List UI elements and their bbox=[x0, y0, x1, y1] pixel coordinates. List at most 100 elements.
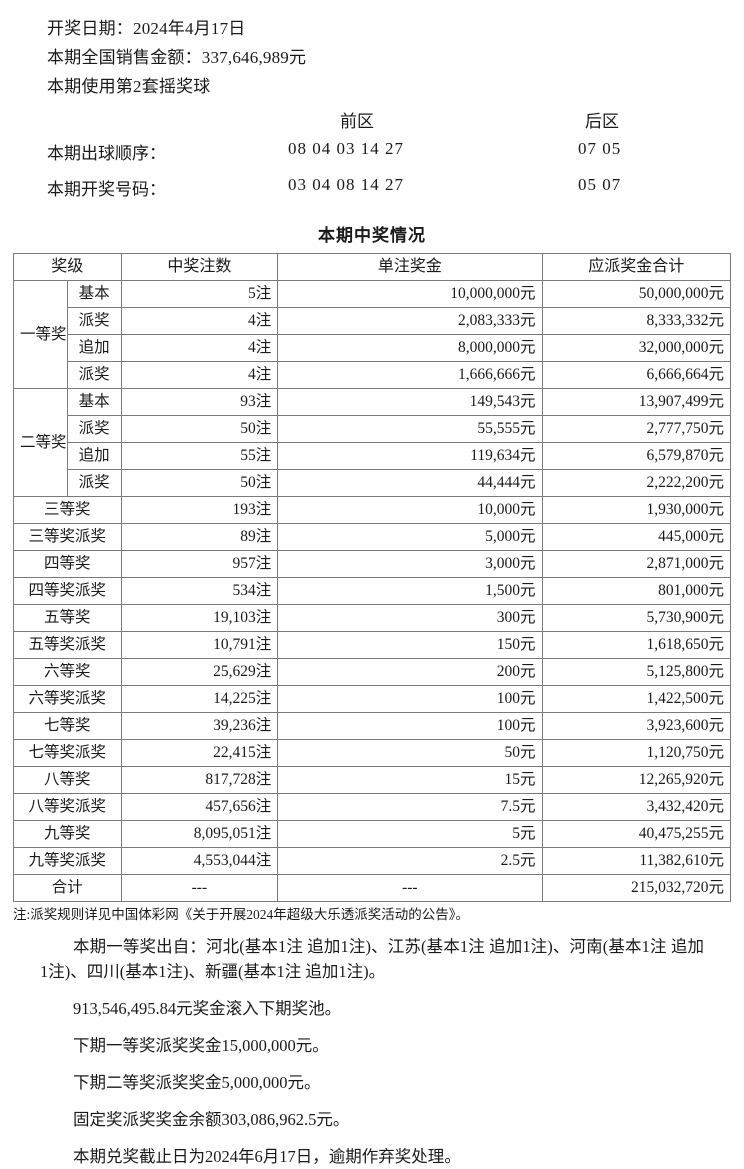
cell-count: 50注 bbox=[120, 415, 279, 443]
table-row: 四等奖派奖 534注 1,500元 801,000元 bbox=[13, 577, 731, 605]
table-row: 八等奖 817,728注 15元 12,265,920元 bbox=[13, 766, 731, 794]
cell-total-prize: 2,777,750元 bbox=[541, 415, 731, 443]
grade-label: 四等奖派奖 bbox=[13, 577, 122, 605]
cell-total-prize: 3,923,600元 bbox=[541, 712, 731, 740]
grade-label: 三等奖派奖 bbox=[13, 523, 122, 551]
cell-total-prize: 32,000,000元 bbox=[541, 334, 731, 362]
cell-total-prize: 12,265,920元 bbox=[541, 766, 731, 794]
cell-total-prize: 6,579,870元 bbox=[541, 442, 731, 470]
grade-sub-label: 派奖 bbox=[66, 469, 122, 497]
cell-total-prize: 6,666,664元 bbox=[541, 361, 731, 389]
grade-label: 八等奖 bbox=[13, 766, 122, 794]
prize-table-body: 一等奖 基本 5注 10,000,000元 50,000,000元 派奖 4注 … bbox=[13, 280, 731, 902]
table-row: 二等奖 基本 93注 149,543元 13,907,499元 bbox=[13, 388, 731, 497]
ball-order-label: 本期出球顺序： bbox=[47, 144, 166, 163]
next-second-prize-bonus-paragraph: 下期二等奖派奖奖金5,000,000元。 bbox=[73, 1073, 321, 1092]
table-row: 派奖 4注 1,666,666元 6,666,664元 bbox=[14, 361, 731, 389]
winning-numbers-row: 本期开奖号码： 03 04 08 14 27 05 07 bbox=[0, 175, 744, 211]
cell-single-prize: 1,666,666元 bbox=[277, 361, 543, 389]
cell-total-prize: 11,382,610元 bbox=[541, 847, 731, 875]
cell-single-prize: 100元 bbox=[277, 712, 543, 740]
cell-total-prize: 445,000元 bbox=[541, 523, 731, 551]
front-zone-label: 前区 bbox=[340, 112, 374, 131]
header-grade: 奖级 bbox=[13, 253, 122, 281]
cell-count: 39,236注 bbox=[120, 712, 279, 740]
grade-label: 六等奖 bbox=[13, 658, 122, 686]
grade-sub-label: 派奖 bbox=[66, 361, 122, 389]
prize-table: 奖级 中奖注数 单注奖金 应派奖金合计 一等奖 基本 5注 10,000,000… bbox=[13, 253, 731, 902]
grade-label: 六等奖派奖 bbox=[13, 685, 122, 713]
cell-count: 457,656注 bbox=[120, 793, 279, 821]
cell-count: 19,103注 bbox=[120, 604, 279, 632]
total-total-prize: 215,032,720元 bbox=[541, 874, 731, 902]
cell-single-prize: 2,083,333元 bbox=[277, 307, 543, 335]
table-row: 五等奖 19,103注 300元 5,730,900元 bbox=[13, 604, 731, 632]
ball-set-line: 本期使用第2套摇奖球 bbox=[47, 77, 211, 96]
grade-label-second-prize: 二等奖 bbox=[13, 388, 68, 497]
grade-label: 七等奖派奖 bbox=[13, 739, 122, 767]
table-row: 三等奖派奖 89注 5,000元 445,000元 bbox=[13, 523, 731, 551]
lottery-result-page: 开奖日期：2024年4月17日 本期全国销售金额：337,646,989元 本期… bbox=[0, 19, 744, 1166]
cell-count: 50注 bbox=[120, 469, 279, 497]
cell-count: 4注 bbox=[120, 334, 279, 362]
table-row: 三等奖 193注 10,000元 1,930,000元 bbox=[13, 496, 731, 524]
grade-sub-label: 派奖 bbox=[66, 307, 122, 335]
winning-numbers-label: 本期开奖号码： bbox=[47, 180, 166, 199]
cell-total-prize: 801,000元 bbox=[541, 577, 731, 605]
grade-label: 三等奖 bbox=[13, 496, 122, 524]
cell-count: 14,225注 bbox=[120, 685, 279, 713]
cell-count: 8,095,051注 bbox=[120, 820, 279, 848]
table-row: 派奖 50注 44,444元 2,222,200元 bbox=[14, 469, 731, 497]
cell-total-prize: 1,930,000元 bbox=[541, 496, 731, 524]
header-total-prize: 应派奖金合计 bbox=[541, 253, 731, 281]
cell-single-prize: 10,000元 bbox=[277, 496, 543, 524]
cell-single-prize: 300元 bbox=[277, 604, 543, 632]
cell-total-prize: 2,871,000元 bbox=[541, 550, 731, 578]
cell-count: 89注 bbox=[120, 523, 279, 551]
draw-date-line: 开奖日期：2024年4月17日 bbox=[47, 19, 246, 38]
table-row: 八等奖派奖 457,656注 7.5元 3,432,420元 bbox=[13, 793, 731, 821]
first-prize-origin-paragraph: 本期一等奖出自：河北(基本1注 追加1注)、江苏(基本1注 追加1注)、河南(基… bbox=[40, 937, 704, 981]
cell-count: 4注 bbox=[120, 307, 279, 335]
winning-back-numbers: 05 07 bbox=[578, 175, 622, 194]
cell-count: 193注 bbox=[120, 496, 279, 524]
ball-order-back-numbers: 07 05 bbox=[578, 139, 622, 158]
grade-sub-label: 追加 bbox=[66, 442, 122, 470]
cell-count: 22,415注 bbox=[120, 739, 279, 767]
ball-order-row: 本期出球顺序： 08 04 03 14 27 07 05 bbox=[0, 139, 744, 175]
national-sales-line: 本期全国销售金额：337,646,989元 bbox=[47, 48, 307, 67]
table-total-row: 合计 --- --- 215,032,720元 bbox=[13, 874, 731, 902]
cell-total-prize: 40,475,255元 bbox=[541, 820, 731, 848]
cell-single-prize: 2.5元 bbox=[277, 847, 543, 875]
total-label: 合计 bbox=[13, 874, 122, 902]
cell-single-prize: 119,634元 bbox=[277, 442, 543, 470]
prize-table-head: 奖级 中奖注数 单注奖金 应派奖金合计 bbox=[13, 253, 731, 281]
cell-count: 4注 bbox=[120, 361, 279, 389]
grade-label-first-prize: 一等奖 bbox=[13, 280, 68, 389]
prize-table-title: 本期中奖情况 bbox=[318, 226, 426, 245]
cell-single-prize: 3,000元 bbox=[277, 550, 543, 578]
grade-label: 九等奖 bbox=[13, 820, 122, 848]
cell-total-prize: 3,432,420元 bbox=[541, 793, 731, 821]
grade-sub-label: 派奖 bbox=[66, 415, 122, 443]
cell-total-prize: 5,730,900元 bbox=[541, 604, 731, 632]
rule-note: 注:派奖规则详见中国体彩网《关于开展2024年超级大乐透派奖活动的公告》。 bbox=[13, 907, 469, 922]
table-row: 追加 55注 119,634元 6,579,870元 bbox=[14, 442, 731, 470]
claim-deadline-paragraph: 本期兑奖截止日为2024年6月17日，逾期作弃奖处理。 bbox=[73, 1147, 461, 1166]
cell-total-prize: 5,125,800元 bbox=[541, 658, 731, 686]
cell-total-prize: 2,222,200元 bbox=[541, 469, 731, 497]
table-row: 六等奖 25,629注 200元 5,125,800元 bbox=[13, 658, 731, 686]
cell-count: 10,791注 bbox=[120, 631, 279, 659]
table-row: 七等奖派奖 22,415注 50元 1,120,750元 bbox=[13, 739, 731, 767]
cell-single-prize: 5元 bbox=[277, 820, 543, 848]
cell-single-prize: 55,555元 bbox=[277, 415, 543, 443]
cell-count: 5注 bbox=[120, 280, 279, 308]
cell-single-prize: 15元 bbox=[277, 766, 543, 794]
cell-count: 93注 bbox=[120, 388, 279, 416]
total-single-prize: --- bbox=[277, 874, 543, 902]
table-row: 五等奖派奖 10,791注 150元 1,618,650元 bbox=[13, 631, 731, 659]
zone-header-row: 前区 后区 bbox=[0, 107, 744, 139]
cell-single-prize: 1,500元 bbox=[277, 577, 543, 605]
cell-single-prize: 10,000,000元 bbox=[277, 280, 543, 308]
grade-label: 八等奖派奖 bbox=[13, 793, 122, 821]
